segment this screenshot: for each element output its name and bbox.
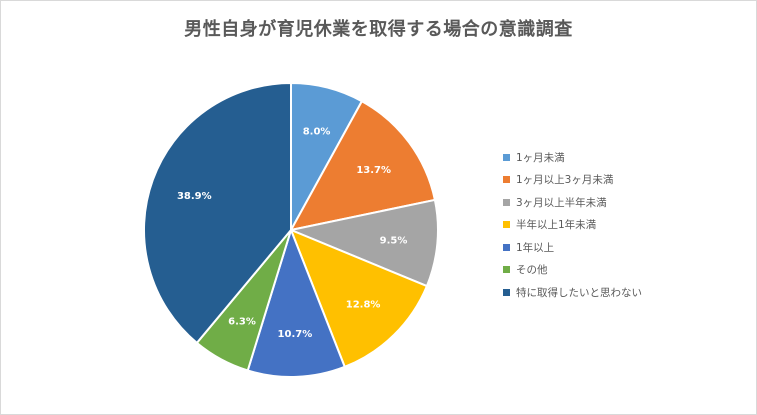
legend-label: 1ヶ月以上3ヶ月未満 [516, 174, 614, 187]
legend-item-4: 半年以上1年未満 [503, 214, 743, 237]
legend-label: 1ヶ月未満 [516, 151, 565, 164]
legend: 1ヶ月未満 1ヶ月以上3ヶ月未満 3ヶ月以上半年未満 半年以上1年未満 1年以上その他特… [503, 146, 743, 304]
pie-slices [142, 81, 439, 378]
data-label-6: 6.3% [228, 317, 256, 328]
legend-swatch [503, 153, 510, 161]
pie-slice-4 [289, 228, 429, 369]
legend-item-6: その他 [503, 259, 743, 282]
legend-item-5: 1年以上 [503, 236, 743, 259]
legend-label: 特に取得したいと思わない [516, 286, 642, 299]
legend-swatch [503, 176, 510, 184]
pie-slice-7 [142, 81, 292, 345]
pie-slice-2 [289, 99, 437, 232]
legend-label: その他 [516, 264, 548, 277]
legend-item-2: 1ヶ月以上3ヶ月未満 [503, 169, 743, 192]
pie-data-labels: 8.0% 13.7% 9.5% 12.8% 10.7% 6.3% 38.9% [177, 126, 407, 339]
legend-item-3: 3ヶ月以上半年未満 [503, 191, 743, 214]
data-label-7: 38.9% [177, 191, 212, 202]
legend-item-1: 1ヶ月未満 [503, 146, 743, 169]
data-label-5: 10.7% [278, 329, 313, 340]
pie-slice-3 [287, 198, 439, 288]
data-label-4: 12.8% [346, 299, 381, 310]
legend-swatch [503, 288, 510, 296]
legend-swatch [503, 198, 510, 206]
legend-label: 1年以上 [516, 241, 555, 254]
legend-swatch [503, 243, 510, 251]
legend-label: 3ヶ月以上半年未満 [516, 196, 607, 209]
data-label-2: 13.7% [356, 165, 391, 176]
legend-swatch [503, 266, 510, 274]
chart-title: 男性自身が育児休業を取得する場合の意識調査 [184, 19, 573, 40]
legend-label: 半年以上1年未満 [516, 219, 597, 232]
legend-item-7: 特に取得したいと思わない [503, 281, 743, 304]
data-label-1: 8.0% [303, 126, 331, 137]
pie-slice-5 [246, 226, 347, 378]
legend-swatch [503, 221, 510, 229]
data-label-3: 9.5% [380, 236, 408, 247]
